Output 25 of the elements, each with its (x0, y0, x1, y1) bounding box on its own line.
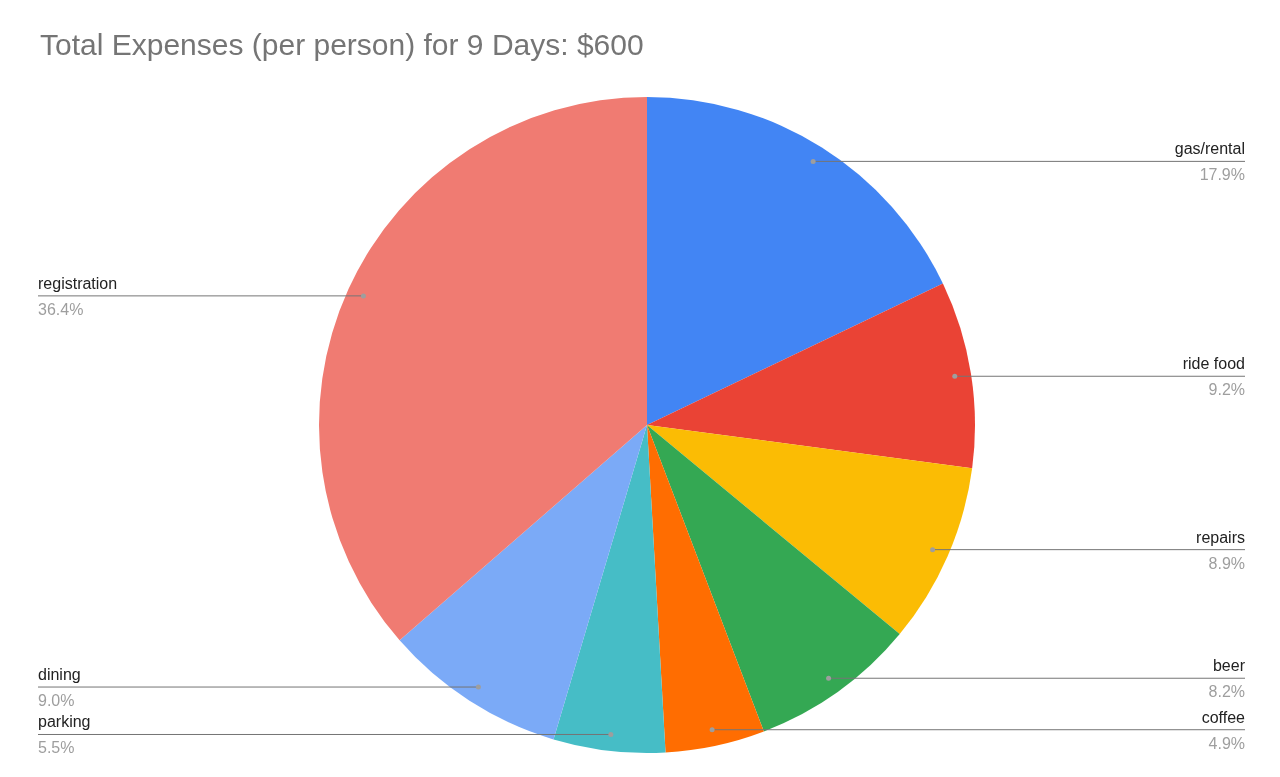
pie-slice (319, 97, 647, 641)
data-label: 4.9% (1208, 734, 1245, 752)
chart-title: Total Expenses (per person) for 9 Days: $600 (40, 28, 644, 62)
slice-label: repairs (1196, 528, 1245, 546)
slice-label: dining (38, 666, 81, 684)
data-label: 8.9% (1208, 554, 1245, 572)
data-label: 5.5% (38, 739, 75, 757)
pie-slice (647, 425, 764, 753)
data-label: 17.9% (1199, 166, 1245, 184)
data-label: 9.2% (1208, 381, 1245, 399)
slice-label: coffee (1201, 708, 1246, 726)
slice-label: beer (1212, 657, 1246, 675)
pie-slice (399, 425, 647, 740)
pie-slice (647, 425, 973, 635)
data-label: 36.4% (38, 300, 84, 318)
data-label: 8.2% (1208, 683, 1245, 701)
slice-label: gas/rental (1174, 140, 1245, 158)
slice-label: ride food (1182, 355, 1245, 373)
pie-slice (647, 97, 943, 425)
pie-slice (553, 425, 666, 753)
data-label: 9.0% (38, 692, 75, 710)
pie-slice (647, 425, 900, 732)
slice-label: parking (38, 713, 91, 731)
slice-label: registration (38, 274, 118, 292)
pie-slice (647, 283, 975, 469)
